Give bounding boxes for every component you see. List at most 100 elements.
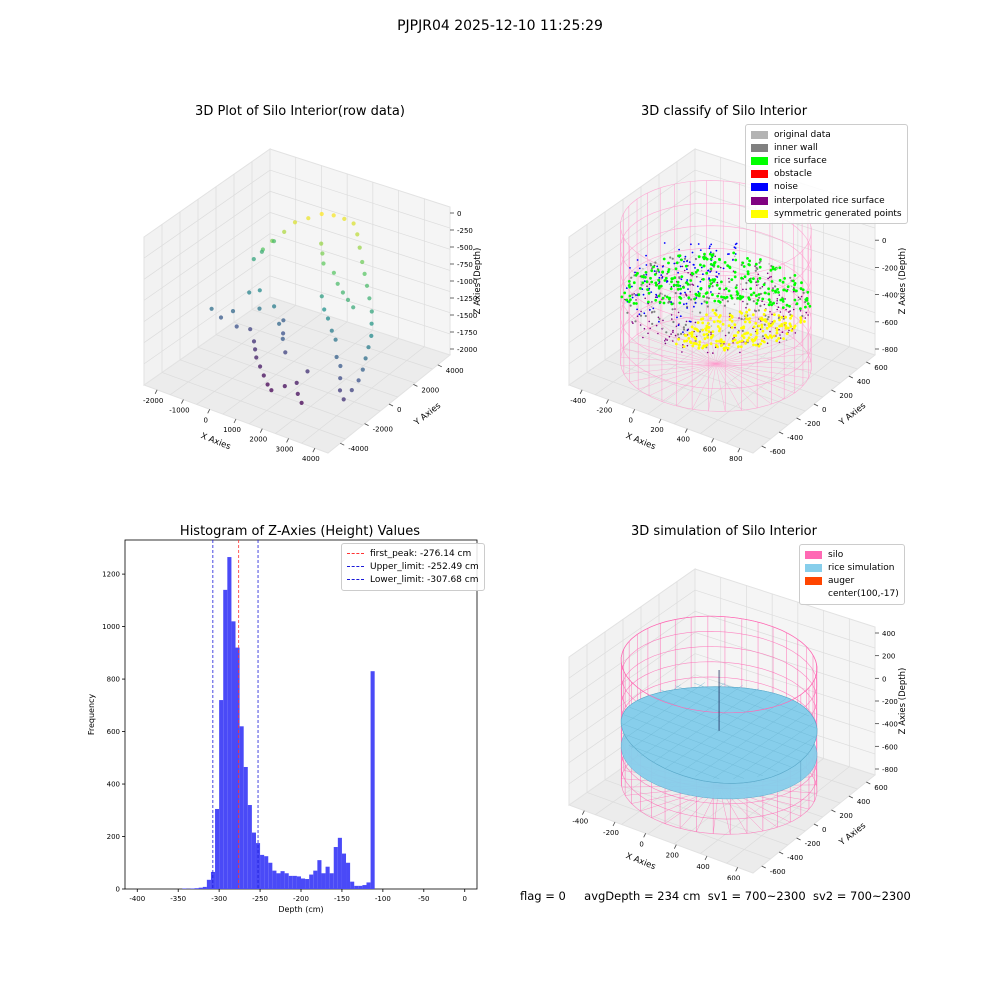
p2-interpolated-point [723,289,725,291]
p1-scatter-point [282,229,287,234]
p2-noise-point [650,291,653,293]
p2-silo-floor-spoke [715,363,809,379]
p3-x-tick-label: 0 [462,895,466,903]
p2-rice-surface-point [670,302,674,306]
p1-scatter-point [349,388,354,393]
p1-scatter-point [320,251,325,256]
p2-interpolated-point [668,335,671,338]
p2-rice-surface-point [716,294,720,298]
p4-z-tick-label: -800 [882,766,898,774]
p2-rice-surface-point [623,291,627,295]
p2-original-point [640,281,642,283]
p2-noise-point [700,266,703,269]
p2-silo-floor-spoke [636,334,716,365]
p2-noise-point [684,291,686,294]
panel2-title: 3D classify of Silo Interior [640,104,808,119]
p2-symmetric-point [740,339,744,343]
p2-inner-wall-point [683,257,687,260]
p2-rice-surface-point [741,261,745,265]
p2-rice-surface-point [785,289,789,293]
p4-y-tick [848,795,854,799]
p2-inner-wall-point [671,257,674,260]
p2-noise-point [641,288,644,290]
p2-interpolated-point [710,333,712,335]
p2-x-tick [658,418,662,424]
p2-interpolated-point [687,272,689,274]
p1-y-tick-label: 0 [397,406,401,414]
p4-y-tick [778,851,784,855]
p2-interpolated-point [683,269,686,272]
p2-rice-surface-point [679,287,682,291]
p2-noise-point [661,265,664,268]
p2-symmetric-point [690,330,694,334]
p2-rice-surface-point [641,281,645,285]
p2-inner-wall-point [801,314,804,318]
p3-histogram-bar [251,832,256,889]
p2-interpolated-point [714,346,717,349]
p2-y-tick-label: -400 [787,434,803,442]
p2-symmetric-point [687,337,691,340]
p2-z-tick-label: -800 [882,346,898,354]
p2-rice-surface-point [730,278,734,281]
p2-symmetric-point [696,328,699,332]
p2-inner-wall-point [676,333,680,336]
p2-noise-point [683,303,685,306]
p2-noise-point [636,259,639,261]
p1-y-tick-label: -2000 [373,426,393,434]
p2-rice-surface-point [637,293,641,297]
p2-interpolated-point [664,342,667,345]
p3-histogram-bar [272,870,277,889]
panel1-3d-raw-scatter: -2000 -1000 0 1000 2000 3000 4000 X Axies -4000 -… [142,148,483,463]
p2-symmetric-point [690,333,694,336]
p3-histogram-bar [321,873,326,889]
p2-inner-wall-point [705,296,709,299]
p2-noise-point [643,280,646,283]
p3-histogram-bar [309,874,314,889]
p1-wall-grid [143,254,451,343]
p2-symmetric-point [762,340,766,344]
p2-x-tick [711,438,714,443]
p2-rice-surface-point [770,303,774,307]
p2-original-point [683,296,685,298]
p2-inner-wall-point [727,331,730,334]
p2-x-tick-label: 400 [677,436,690,444]
p2-rice-surface-point [805,299,809,302]
p2-rice-surface-point [740,276,743,280]
p2-interpolated-point [766,342,769,344]
p3-histogram-bar [264,856,269,889]
legend-swatch [805,576,822,585]
p1-scatter-point [234,324,239,329]
p2-symmetric-point [747,308,751,312]
p2-symmetric-point [682,345,686,348]
p2-noise-point [700,302,703,305]
p2-rice-surface-point [778,266,782,270]
p2-symmetric-point [803,320,806,323]
p2-interpolated-point [769,310,771,313]
p2-silo-floor-spoke [715,361,812,365]
p1-x-tick-label: 3000 [276,445,294,453]
p2-interpolated-point [657,332,659,335]
p2-rice-surface-point [785,303,789,307]
p3-histogram-bar [239,726,244,889]
p4-rice-mesh-line [659,689,815,747]
p2-rice-surface-point [799,287,803,290]
p2-rice-surface-point [709,257,713,261]
p2-rice-surface-point [762,283,766,286]
figure-suptitle: PJPJR04 2025-12-10 11:25:29 [397,18,603,34]
p2-interpolated-point [770,275,772,278]
p2-inner-wall-point [741,329,744,332]
p2-inner-wall-point [758,261,761,264]
p2-symmetric-point [754,322,758,325]
p2-interpolated-point [681,351,683,353]
p2-noise-point [673,262,676,265]
p2-interpolated-point [781,331,784,333]
p1-wall-grid [143,233,451,322]
p2-rice-surface-point [806,302,810,305]
p2-original-point [691,310,694,313]
p4-x-tick [704,855,708,861]
p1-z-tick-label: -1500 [457,312,477,320]
p2-rice-surface-point [708,252,712,256]
p2-symmetric-point [738,310,742,314]
p2-noise-point [694,302,697,304]
p2-interpolated-point [710,270,712,272]
